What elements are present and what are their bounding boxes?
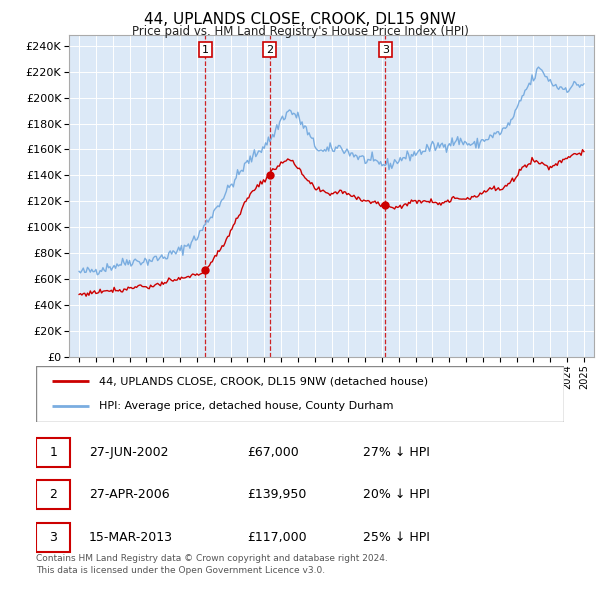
Text: 15-MAR-2013: 15-MAR-2013 <box>89 530 173 543</box>
Text: 27-APR-2006: 27-APR-2006 <box>89 488 169 501</box>
Text: 20% ↓ HPI: 20% ↓ HPI <box>364 488 430 501</box>
Text: 3: 3 <box>49 530 57 543</box>
Text: Price paid vs. HM Land Registry's House Price Index (HPI): Price paid vs. HM Land Registry's House … <box>131 25 469 38</box>
Text: 2: 2 <box>266 45 273 55</box>
Text: 25% ↓ HPI: 25% ↓ HPI <box>364 530 430 543</box>
Text: HPI: Average price, detached house, County Durham: HPI: Average price, detached house, Coun… <box>100 401 394 411</box>
Text: 3: 3 <box>382 45 389 55</box>
Text: £117,000: £117,000 <box>247 530 307 543</box>
Text: Contains HM Land Registry data © Crown copyright and database right 2024.
This d: Contains HM Land Registry data © Crown c… <box>36 555 388 575</box>
Text: £67,000: £67,000 <box>247 445 299 458</box>
Text: 44, UPLANDS CLOSE, CROOK, DL15 9NW: 44, UPLANDS CLOSE, CROOK, DL15 9NW <box>144 12 456 27</box>
FancyBboxPatch shape <box>36 480 70 509</box>
Text: 27-JUN-2002: 27-JUN-2002 <box>89 445 168 458</box>
FancyBboxPatch shape <box>36 523 70 552</box>
Text: £139,950: £139,950 <box>247 488 307 501</box>
Text: 1: 1 <box>49 445 57 458</box>
Text: 2: 2 <box>49 488 57 501</box>
Text: 27% ↓ HPI: 27% ↓ HPI <box>364 445 430 458</box>
Text: 44, UPLANDS CLOSE, CROOK, DL15 9NW (detached house): 44, UPLANDS CLOSE, CROOK, DL15 9NW (deta… <box>100 376 428 386</box>
FancyBboxPatch shape <box>36 438 70 467</box>
Text: 1: 1 <box>202 45 209 55</box>
